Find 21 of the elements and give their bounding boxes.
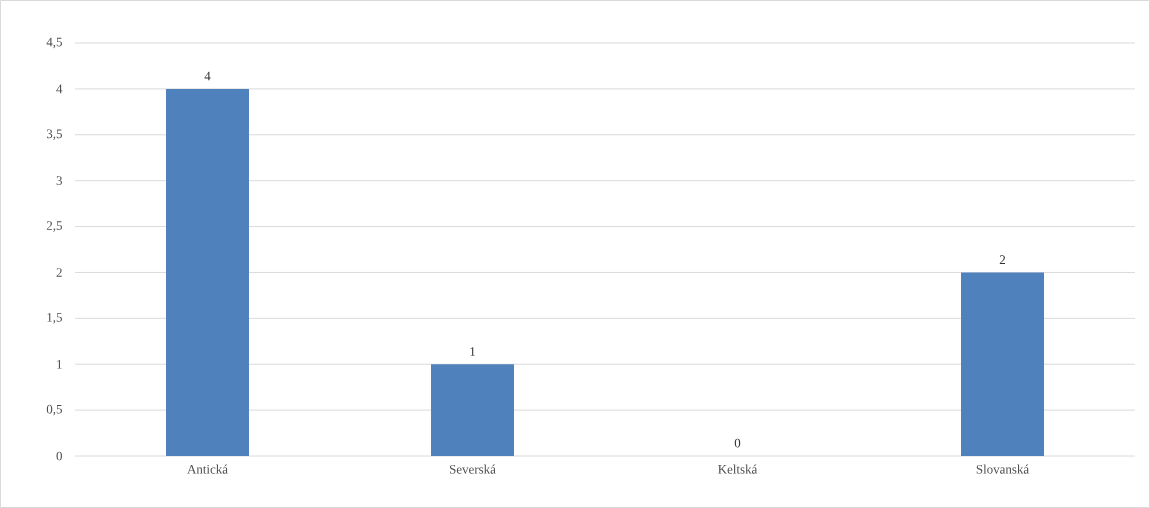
y-tick-label: 3,5 bbox=[46, 129, 62, 141]
x-tick-label: Severská bbox=[449, 464, 496, 474]
y-tick-label: 2 bbox=[56, 268, 62, 277]
y-tick-label: 1,5 bbox=[47, 313, 62, 324]
data-label: 1 bbox=[470, 347, 475, 356]
x-tick-label: Slovanská bbox=[976, 464, 1029, 474]
data-label: 4 bbox=[204, 71, 211, 81]
bar bbox=[431, 364, 514, 456]
y-tick-label: 3 bbox=[56, 176, 62, 186]
y-tick-label: 4,5 bbox=[46, 37, 62, 49]
y-tick-label: 4 bbox=[56, 84, 63, 94]
y-tick-label: 0 bbox=[56, 451, 62, 461]
bar bbox=[961, 272, 1044, 456]
bar bbox=[166, 88, 249, 456]
y-tick-label: 0,5 bbox=[46, 404, 62, 416]
y-tick-label: 2,5 bbox=[46, 221, 62, 232]
x-tick-label: Keltská bbox=[718, 464, 758, 474]
data-label: 0 bbox=[734, 438, 741, 448]
y-tick-label: 1 bbox=[57, 359, 62, 369]
x-tick-label: Antická bbox=[187, 464, 228, 474]
data-label: 2 bbox=[999, 255, 1006, 264]
